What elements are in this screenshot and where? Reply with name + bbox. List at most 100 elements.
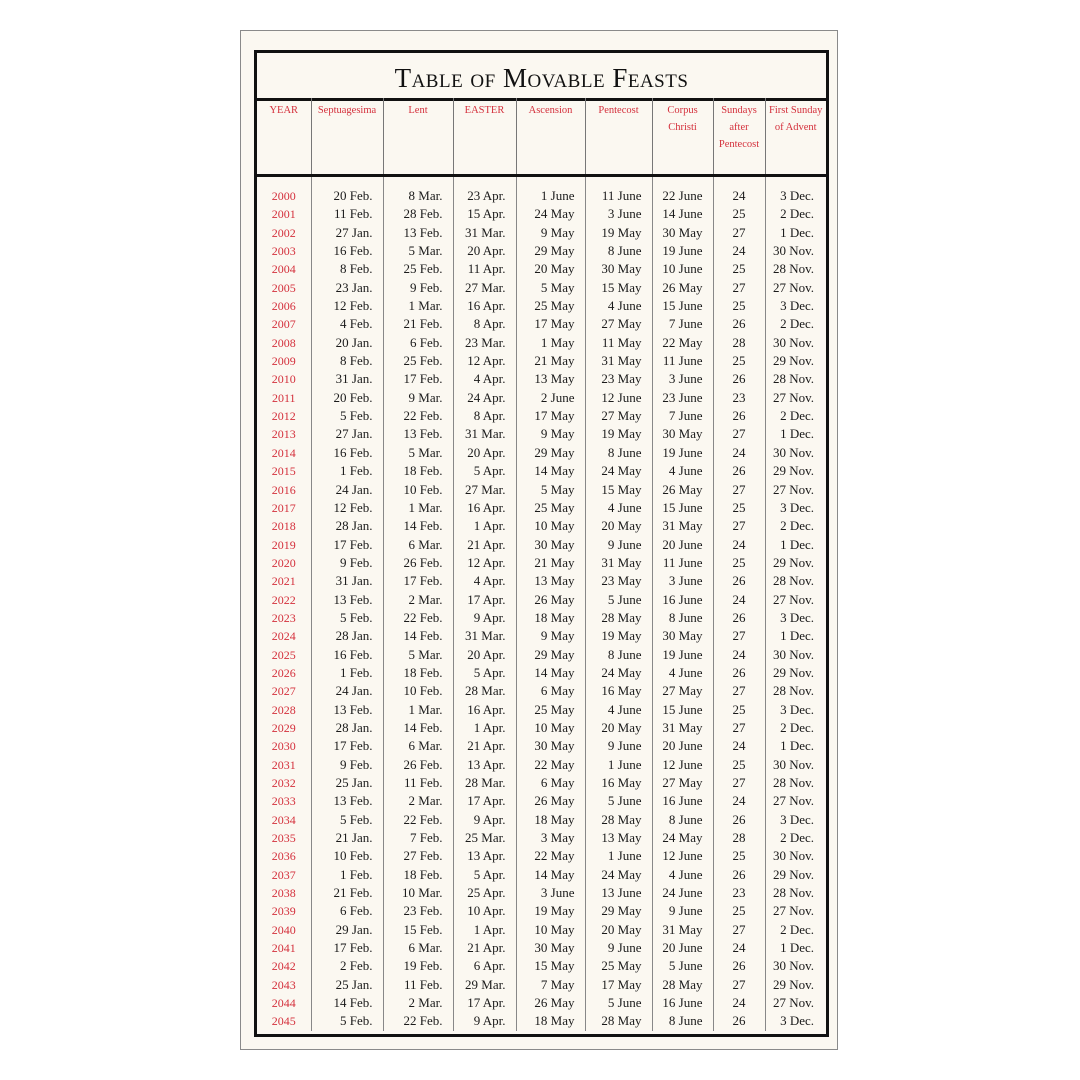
table-cell: 13 May xyxy=(515,572,585,591)
table-row: 2000 20 Feb. 8 Mar. 23 Apr. 1 June 11 June 22 … xyxy=(257,175,826,206)
table-cell: 22 May xyxy=(515,755,585,774)
table-frame: Table of Movable Feasts YEAR Septuagesima… xyxy=(254,50,829,1037)
table-cell: 26 xyxy=(712,370,765,389)
table-cell: 14 Feb. xyxy=(382,517,453,536)
table-cell: 11 June xyxy=(584,175,652,206)
table-cell: 9 Feb. xyxy=(382,278,453,298)
table-cell: 5 June xyxy=(584,792,652,811)
table-cell: 1 Feb. xyxy=(310,663,383,683)
table-cell: 25 Jan. xyxy=(310,975,383,995)
year-cell: 2024 xyxy=(271,629,296,644)
year-cell: 2034 xyxy=(271,812,296,827)
table-cell: 6 May xyxy=(515,682,585,701)
table-cell: 25 Jan. xyxy=(310,774,383,793)
table-cell: 2 Dec. xyxy=(764,829,826,848)
year-cell: 2031 xyxy=(271,757,296,772)
table-cell: 26 xyxy=(712,315,765,334)
table-cell: 2 Feb. xyxy=(310,957,383,976)
table-cell: 22 May xyxy=(651,333,713,353)
table-row: 2042 2 Feb. 19 Feb. 6 Apr. 15 May 25 May 5 Jun… xyxy=(257,957,826,976)
table-row: 2028 13 Feb. 1 Mar. 16 Apr. 25 May 4 June 15 J… xyxy=(257,700,826,719)
table-cell: 25 xyxy=(712,902,765,921)
table-cell: 17 May xyxy=(584,975,652,995)
table-cell: 18 May xyxy=(515,1012,585,1031)
year-cell: 2035 xyxy=(271,831,296,846)
table-cell: 21 May xyxy=(515,553,585,573)
year-cell: 2000 xyxy=(271,189,296,203)
table-cell: 24 xyxy=(712,590,765,609)
table-cell: 26 xyxy=(712,608,765,628)
table-cell: 27 xyxy=(712,774,765,793)
table-cell: 31 May xyxy=(584,352,652,371)
table-cell: 5 Apr. xyxy=(452,462,516,481)
table-cell: 25 May xyxy=(515,297,585,316)
table-row: 2022 13 Feb. 2 Mar. 17 Apr. 26 May 5 June 16 J… xyxy=(257,590,826,609)
table-row: 2039 6 Feb. 23 Feb. 10 Apr. 19 May 29 May 9 Ju… xyxy=(257,902,826,921)
table-cell: 24 May xyxy=(584,865,652,885)
table-cell: 9 May xyxy=(515,425,585,444)
table-cell: 5 Apr. xyxy=(452,663,516,683)
table-cell: 28 xyxy=(712,333,765,353)
table-cell: 9 May xyxy=(515,223,585,243)
table-cell: 1 May xyxy=(515,333,585,353)
table-cell: 12 Feb. xyxy=(310,297,383,316)
table-cell: 4 June xyxy=(651,865,713,885)
year-cell: 2032 xyxy=(271,776,296,790)
table-cell: 15 June xyxy=(651,498,713,518)
year-cell: 2036 xyxy=(271,849,296,864)
table-cell: 18 Feb. xyxy=(382,865,453,885)
column-header: Corpus Christi xyxy=(651,98,713,177)
table-cell: 13 Feb. xyxy=(382,425,453,444)
table-cell: 5 Mar. xyxy=(382,443,453,463)
table-cell: 25 Feb. xyxy=(382,352,453,371)
table-cell: 25 xyxy=(712,260,765,279)
column-header: Lent xyxy=(382,98,453,177)
table-cell: 31 Mar. xyxy=(452,425,516,444)
table-cell: 19 June xyxy=(651,242,713,261)
table-cell: 27 xyxy=(712,975,765,995)
table-cell: 9 Apr. xyxy=(452,1012,516,1031)
table-cell: 17 Apr. xyxy=(452,994,516,1013)
table-cell: 15 Feb. xyxy=(382,920,453,940)
table-cell: 28 Nov. xyxy=(764,774,826,793)
table-cell: 4 Apr. xyxy=(452,572,516,591)
table-cell: 23 June xyxy=(651,388,713,408)
table-cell: 25 xyxy=(712,297,765,316)
table-row: 2033 13 Feb. 2 Mar. 17 Apr. 26 May 5 June 16 J… xyxy=(257,792,826,811)
table-cell: 17 May xyxy=(515,315,585,334)
year-cell: 2041 xyxy=(271,941,296,956)
table-cell: 5 June xyxy=(651,957,713,976)
table-cell: 30 Nov. xyxy=(764,242,826,261)
table-cell: 18 Feb. xyxy=(382,663,453,683)
table-cell: 2 Dec. xyxy=(764,718,826,738)
table-cell: 24 xyxy=(712,535,765,554)
table-cell: 9 Feb. xyxy=(310,755,383,774)
year-cell: 2008 xyxy=(271,335,296,350)
table-cell: 16 Apr. xyxy=(452,498,516,518)
table-cell: 18 Feb. xyxy=(382,462,453,481)
table-cell: 26 xyxy=(712,810,765,830)
table-cell: 22 Feb. xyxy=(382,1012,453,1031)
table-cell: 1 Dec. xyxy=(764,425,826,444)
year-cell: 2042 xyxy=(271,959,296,974)
table-cell: 30 Nov. xyxy=(764,755,826,774)
table-cell: 16 Feb. xyxy=(310,645,383,664)
table-row: 2045 5 Feb. 22 Feb. 9 Apr. 18 May 28 May 8 Jun… xyxy=(257,1012,826,1031)
table-cell: 26 xyxy=(712,462,765,481)
table-cell: 29 Jan. xyxy=(310,920,383,940)
table-cell: 25 xyxy=(712,847,765,866)
table-cell: 8 June xyxy=(651,608,713,628)
table-cell: 23 xyxy=(712,388,765,408)
year-cell: 2038 xyxy=(271,886,296,901)
table-cell: 1 Dec. xyxy=(764,223,826,243)
table-cell: 10 May xyxy=(515,718,585,738)
table-cell: 28 May xyxy=(584,608,652,628)
table-cell: 27 xyxy=(712,627,765,646)
table-cell: 27 xyxy=(712,278,765,298)
table-cell: 27 May xyxy=(584,315,652,334)
column-header: YEAR xyxy=(257,98,311,177)
table-cell: 2 Dec. xyxy=(764,407,826,426)
table-cell: 31 Mar. xyxy=(452,627,516,646)
table-row: 2030 17 Feb. 6 Mar. 21 Apr. 30 May 9 June 20 J… xyxy=(257,737,826,756)
table-cell: 27 xyxy=(712,480,765,499)
